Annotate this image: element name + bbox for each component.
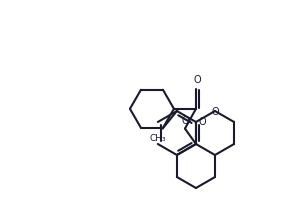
Text: O: O [181,116,189,126]
Text: O: O [198,117,206,127]
Text: CH₃: CH₃ [149,134,166,143]
Text: O: O [211,107,219,117]
Text: O: O [193,75,201,85]
